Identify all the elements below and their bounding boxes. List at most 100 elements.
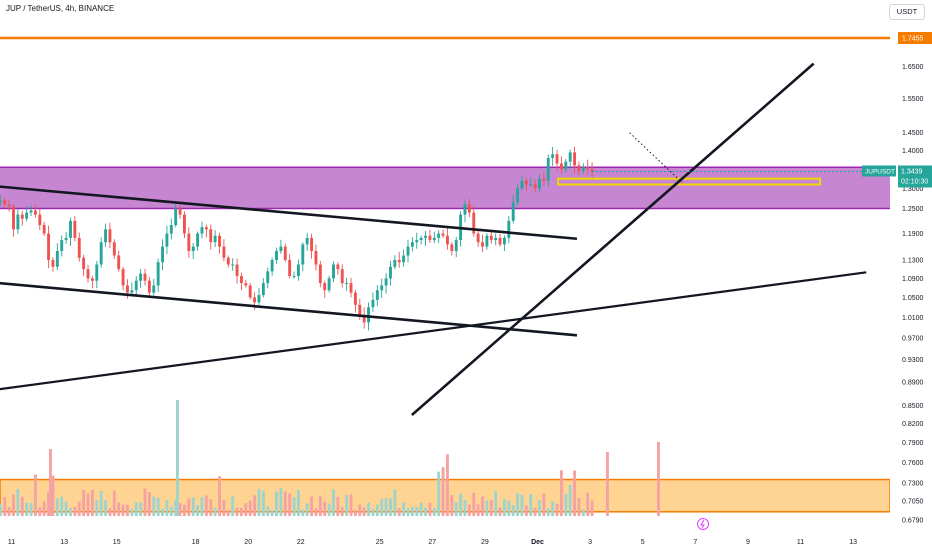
candle[interactable] bbox=[239, 276, 243, 284]
candle[interactable] bbox=[0, 200, 2, 202]
trendline[interactable] bbox=[0, 185, 578, 241]
candle[interactable] bbox=[25, 212, 29, 219]
candle[interactable] bbox=[244, 283, 248, 286]
candle[interactable] bbox=[69, 220, 72, 238]
candle[interactable] bbox=[143, 273, 147, 281]
candle[interactable] bbox=[266, 271, 270, 284]
candle[interactable] bbox=[362, 314, 366, 323]
candle[interactable] bbox=[389, 266, 392, 279]
candle[interactable] bbox=[20, 214, 24, 219]
candle[interactable] bbox=[551, 154, 555, 158]
candle[interactable] bbox=[332, 264, 335, 279]
candle[interactable] bbox=[108, 229, 112, 243]
candle[interactable] bbox=[375, 290, 379, 300]
supply-zone[interactable] bbox=[0, 167, 890, 209]
candle[interactable] bbox=[257, 295, 261, 303]
candle[interactable] bbox=[130, 290, 134, 293]
candle[interactable] bbox=[235, 264, 239, 277]
candle[interactable] bbox=[231, 264, 235, 266]
candle[interactable] bbox=[590, 169, 594, 172]
candle[interactable] bbox=[139, 273, 143, 281]
candle[interactable] bbox=[305, 237, 309, 245]
candle[interactable] bbox=[559, 163, 563, 170]
candle[interactable] bbox=[121, 269, 125, 286]
candle[interactable] bbox=[248, 285, 252, 298]
candle[interactable] bbox=[200, 227, 204, 234]
candle[interactable] bbox=[358, 304, 362, 315]
candle[interactable] bbox=[29, 210, 33, 213]
candle[interactable] bbox=[3, 200, 7, 205]
candle[interactable] bbox=[323, 283, 327, 291]
candle[interactable] bbox=[393, 259, 397, 267]
candle[interactable] bbox=[533, 184, 537, 189]
candle[interactable] bbox=[520, 180, 524, 189]
candle[interactable] bbox=[428, 235, 432, 241]
candle[interactable] bbox=[349, 283, 353, 293]
candle[interactable] bbox=[169, 225, 173, 234]
candle[interactable] bbox=[441, 233, 445, 236]
candle[interactable] bbox=[555, 154, 559, 164]
candle[interactable] bbox=[340, 269, 344, 284]
candle[interactable] bbox=[178, 208, 182, 215]
candle[interactable] bbox=[511, 202, 515, 221]
candle[interactable] bbox=[209, 229, 213, 243]
candle[interactable] bbox=[60, 240, 64, 252]
candle[interactable] bbox=[450, 244, 454, 252]
candle[interactable] bbox=[507, 220, 511, 238]
candle[interactable] bbox=[516, 188, 520, 203]
price-axis[interactable] bbox=[890, 0, 932, 550]
candle[interactable] bbox=[191, 246, 195, 252]
candle[interactable] bbox=[117, 255, 121, 270]
candle[interactable] bbox=[77, 237, 81, 258]
candle[interactable] bbox=[283, 246, 287, 260]
currency-button[interactable]: USDT bbox=[889, 4, 925, 20]
candle[interactable] bbox=[296, 264, 300, 277]
candle[interactable] bbox=[279, 246, 283, 252]
candle[interactable] bbox=[183, 214, 186, 234]
candle[interactable] bbox=[546, 157, 550, 181]
highlight-box[interactable] bbox=[557, 177, 821, 186]
candle[interactable] bbox=[301, 244, 305, 265]
candle[interactable] bbox=[419, 237, 423, 241]
candle[interactable] bbox=[134, 280, 138, 291]
candle[interactable] bbox=[573, 152, 577, 166]
candle[interactable] bbox=[126, 285, 129, 293]
candle[interactable] bbox=[345, 283, 349, 285]
candle[interactable] bbox=[406, 246, 410, 256]
candle[interactable] bbox=[498, 237, 502, 245]
candle[interactable] bbox=[204, 227, 208, 230]
candle[interactable] bbox=[51, 259, 55, 267]
candle[interactable] bbox=[7, 204, 11, 207]
candle[interactable] bbox=[42, 225, 46, 234]
candle[interactable] bbox=[568, 152, 572, 162]
candle[interactable] bbox=[481, 242, 484, 247]
candle[interactable] bbox=[64, 237, 68, 241]
candle[interactable] bbox=[95, 264, 99, 281]
candle[interactable] bbox=[538, 178, 541, 189]
candle[interactable] bbox=[288, 259, 292, 277]
candle[interactable] bbox=[454, 240, 458, 252]
candle[interactable] bbox=[187, 233, 191, 252]
candle[interactable] bbox=[73, 220, 77, 238]
candle[interactable] bbox=[314, 251, 318, 265]
candle[interactable] bbox=[165, 233, 169, 247]
candle[interactable] bbox=[384, 278, 388, 286]
candle[interactable] bbox=[218, 235, 221, 247]
candle[interactable] bbox=[410, 242, 414, 247]
candle[interactable] bbox=[472, 212, 476, 234]
candle[interactable] bbox=[542, 178, 546, 181]
candle[interactable] bbox=[152, 285, 156, 293]
candle[interactable] bbox=[581, 167, 585, 172]
candle[interactable] bbox=[253, 297, 257, 303]
candle[interactable] bbox=[90, 278, 94, 281]
candle[interactable] bbox=[161, 246, 164, 263]
candle[interactable] bbox=[476, 233, 480, 243]
candle[interactable] bbox=[336, 264, 340, 270]
candle[interactable] bbox=[432, 237, 436, 241]
candle[interactable] bbox=[397, 259, 401, 263]
time-axis[interactable] bbox=[0, 532, 932, 550]
candle[interactable] bbox=[310, 237, 314, 252]
candle[interactable] bbox=[156, 262, 160, 286]
trendline[interactable] bbox=[410, 62, 815, 417]
candle[interactable] bbox=[47, 233, 51, 260]
